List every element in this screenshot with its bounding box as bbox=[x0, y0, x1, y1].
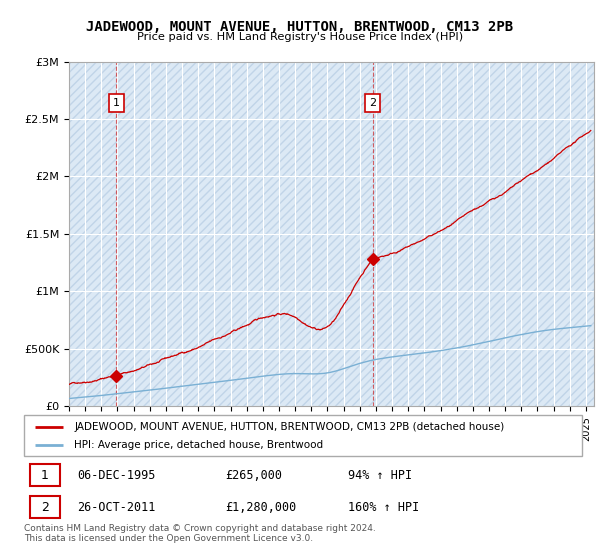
Text: Contains HM Land Registry data © Crown copyright and database right 2024.
This d: Contains HM Land Registry data © Crown c… bbox=[24, 524, 376, 543]
Text: 06-DEC-1995: 06-DEC-1995 bbox=[77, 469, 155, 482]
Text: 2: 2 bbox=[369, 98, 376, 108]
Text: £265,000: £265,000 bbox=[225, 469, 282, 482]
Text: Price paid vs. HM Land Registry's House Price Index (HPI): Price paid vs. HM Land Registry's House … bbox=[137, 32, 463, 43]
Text: 1: 1 bbox=[41, 469, 49, 482]
Text: 160% ↑ HPI: 160% ↑ HPI bbox=[347, 501, 419, 514]
Text: JADEWOOD, MOUNT AVENUE, HUTTON, BRENTWOOD, CM13 2PB: JADEWOOD, MOUNT AVENUE, HUTTON, BRENTWOO… bbox=[86, 20, 514, 34]
Text: 26-OCT-2011: 26-OCT-2011 bbox=[77, 501, 155, 514]
Text: HPI: Average price, detached house, Brentwood: HPI: Average price, detached house, Bren… bbox=[74, 440, 323, 450]
Text: 1: 1 bbox=[113, 98, 119, 108]
Text: 2: 2 bbox=[41, 501, 49, 514]
Text: 94% ↑ HPI: 94% ↑ HPI bbox=[347, 469, 412, 482]
Bar bbox=[29, 496, 60, 519]
Text: £1,280,000: £1,280,000 bbox=[225, 501, 296, 514]
Text: JADEWOOD, MOUNT AVENUE, HUTTON, BRENTWOOD, CM13 2PB (detached house): JADEWOOD, MOUNT AVENUE, HUTTON, BRENTWOO… bbox=[74, 422, 505, 432]
Bar bbox=[29, 464, 60, 486]
